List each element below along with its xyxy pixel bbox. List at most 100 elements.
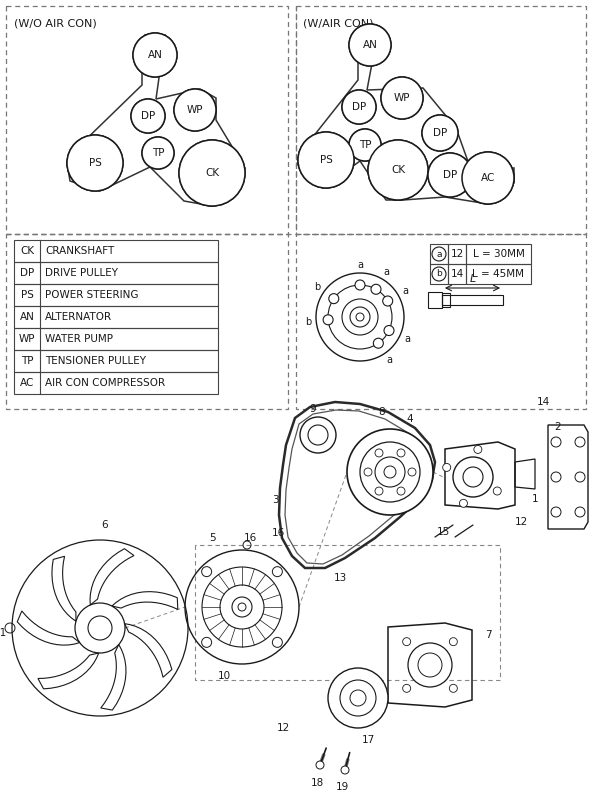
Text: WP: WP (394, 93, 410, 103)
Text: (W/O AIR CON): (W/O AIR CON) (14, 18, 96, 28)
Circle shape (355, 280, 365, 290)
Circle shape (300, 417, 336, 453)
Text: CK: CK (20, 246, 34, 256)
Circle shape (384, 325, 394, 336)
Circle shape (422, 115, 458, 151)
Text: DP: DP (443, 170, 457, 180)
Circle shape (422, 115, 458, 151)
Circle shape (459, 499, 468, 507)
Circle shape (131, 99, 165, 133)
Circle shape (462, 152, 514, 204)
Text: TP: TP (152, 148, 164, 158)
Circle shape (462, 152, 514, 204)
Text: 8: 8 (379, 407, 385, 417)
Text: b: b (305, 316, 311, 327)
Circle shape (67, 135, 123, 191)
Text: AN: AN (362, 40, 378, 50)
Text: WP: WP (186, 105, 203, 115)
Circle shape (202, 566, 212, 577)
Text: WP: WP (394, 93, 410, 103)
Circle shape (179, 140, 245, 206)
Text: AN: AN (147, 50, 162, 60)
Circle shape (428, 153, 472, 197)
Text: 13: 13 (333, 573, 347, 583)
Circle shape (349, 24, 391, 66)
Circle shape (342, 90, 376, 124)
Text: DP: DP (352, 102, 366, 112)
Text: CK: CK (391, 165, 405, 175)
Circle shape (347, 429, 433, 515)
Text: POWER STEERING: POWER STEERING (45, 290, 139, 300)
Text: 11: 11 (0, 628, 7, 638)
Text: CK: CK (391, 165, 405, 175)
Circle shape (403, 637, 411, 646)
Circle shape (474, 446, 482, 453)
Circle shape (381, 77, 423, 119)
Text: PS: PS (21, 290, 33, 300)
Circle shape (374, 338, 384, 348)
Text: L = 30MM: L = 30MM (472, 249, 525, 259)
Text: CRANKSHAFT: CRANKSHAFT (45, 246, 114, 256)
Circle shape (142, 137, 174, 169)
Text: L = 45MM: L = 45MM (472, 269, 525, 279)
Circle shape (298, 132, 354, 188)
Circle shape (298, 132, 354, 188)
Text: 19: 19 (336, 782, 349, 792)
Text: DP: DP (20, 268, 34, 278)
Text: a: a (404, 334, 410, 344)
Circle shape (328, 668, 388, 728)
Circle shape (202, 637, 212, 647)
Text: 12: 12 (276, 723, 289, 733)
Text: 14: 14 (451, 269, 464, 279)
Circle shape (349, 129, 381, 161)
Circle shape (368, 140, 428, 200)
Text: 4: 4 (407, 414, 413, 424)
Circle shape (453, 457, 493, 497)
Text: 9: 9 (310, 404, 316, 414)
Circle shape (316, 761, 324, 769)
Circle shape (133, 33, 177, 77)
Text: CK: CK (205, 168, 219, 178)
Circle shape (272, 637, 282, 647)
Text: DP: DP (141, 111, 155, 121)
Text: TP: TP (21, 356, 33, 366)
Text: L: L (469, 274, 475, 284)
Circle shape (174, 89, 216, 131)
Text: a: a (402, 286, 408, 296)
Circle shape (329, 294, 339, 303)
Text: AN: AN (362, 40, 378, 50)
Circle shape (368, 140, 428, 200)
Text: CK: CK (205, 168, 219, 178)
Text: PS: PS (89, 158, 101, 168)
Text: b: b (314, 282, 320, 292)
Text: DP: DP (352, 102, 366, 112)
Text: DRIVE PULLEY: DRIVE PULLEY (45, 268, 118, 278)
Text: WP: WP (186, 105, 203, 115)
Text: 14: 14 (536, 397, 549, 407)
Text: a: a (357, 260, 363, 270)
Circle shape (382, 296, 392, 306)
Text: (W/AIR CON): (W/AIR CON) (303, 18, 374, 28)
Text: AC: AC (481, 173, 495, 183)
Text: a: a (387, 354, 393, 365)
Circle shape (341, 766, 349, 774)
Text: PS: PS (89, 158, 101, 168)
Text: TP: TP (359, 140, 371, 150)
Text: DP: DP (141, 111, 155, 121)
Text: AN: AN (147, 50, 162, 60)
Circle shape (428, 153, 472, 197)
Circle shape (449, 684, 458, 693)
Text: 18: 18 (310, 778, 324, 788)
Circle shape (381, 77, 423, 119)
Circle shape (323, 315, 333, 324)
Text: AN: AN (20, 312, 34, 322)
Text: DP: DP (433, 128, 447, 138)
Circle shape (179, 140, 245, 206)
Text: AC: AC (20, 378, 34, 388)
Text: ALTERNATOR: ALTERNATOR (45, 312, 112, 322)
Circle shape (443, 464, 451, 472)
Text: 12: 12 (451, 249, 464, 259)
Circle shape (272, 566, 282, 577)
Text: WP: WP (19, 334, 36, 344)
Text: 10: 10 (217, 671, 230, 681)
